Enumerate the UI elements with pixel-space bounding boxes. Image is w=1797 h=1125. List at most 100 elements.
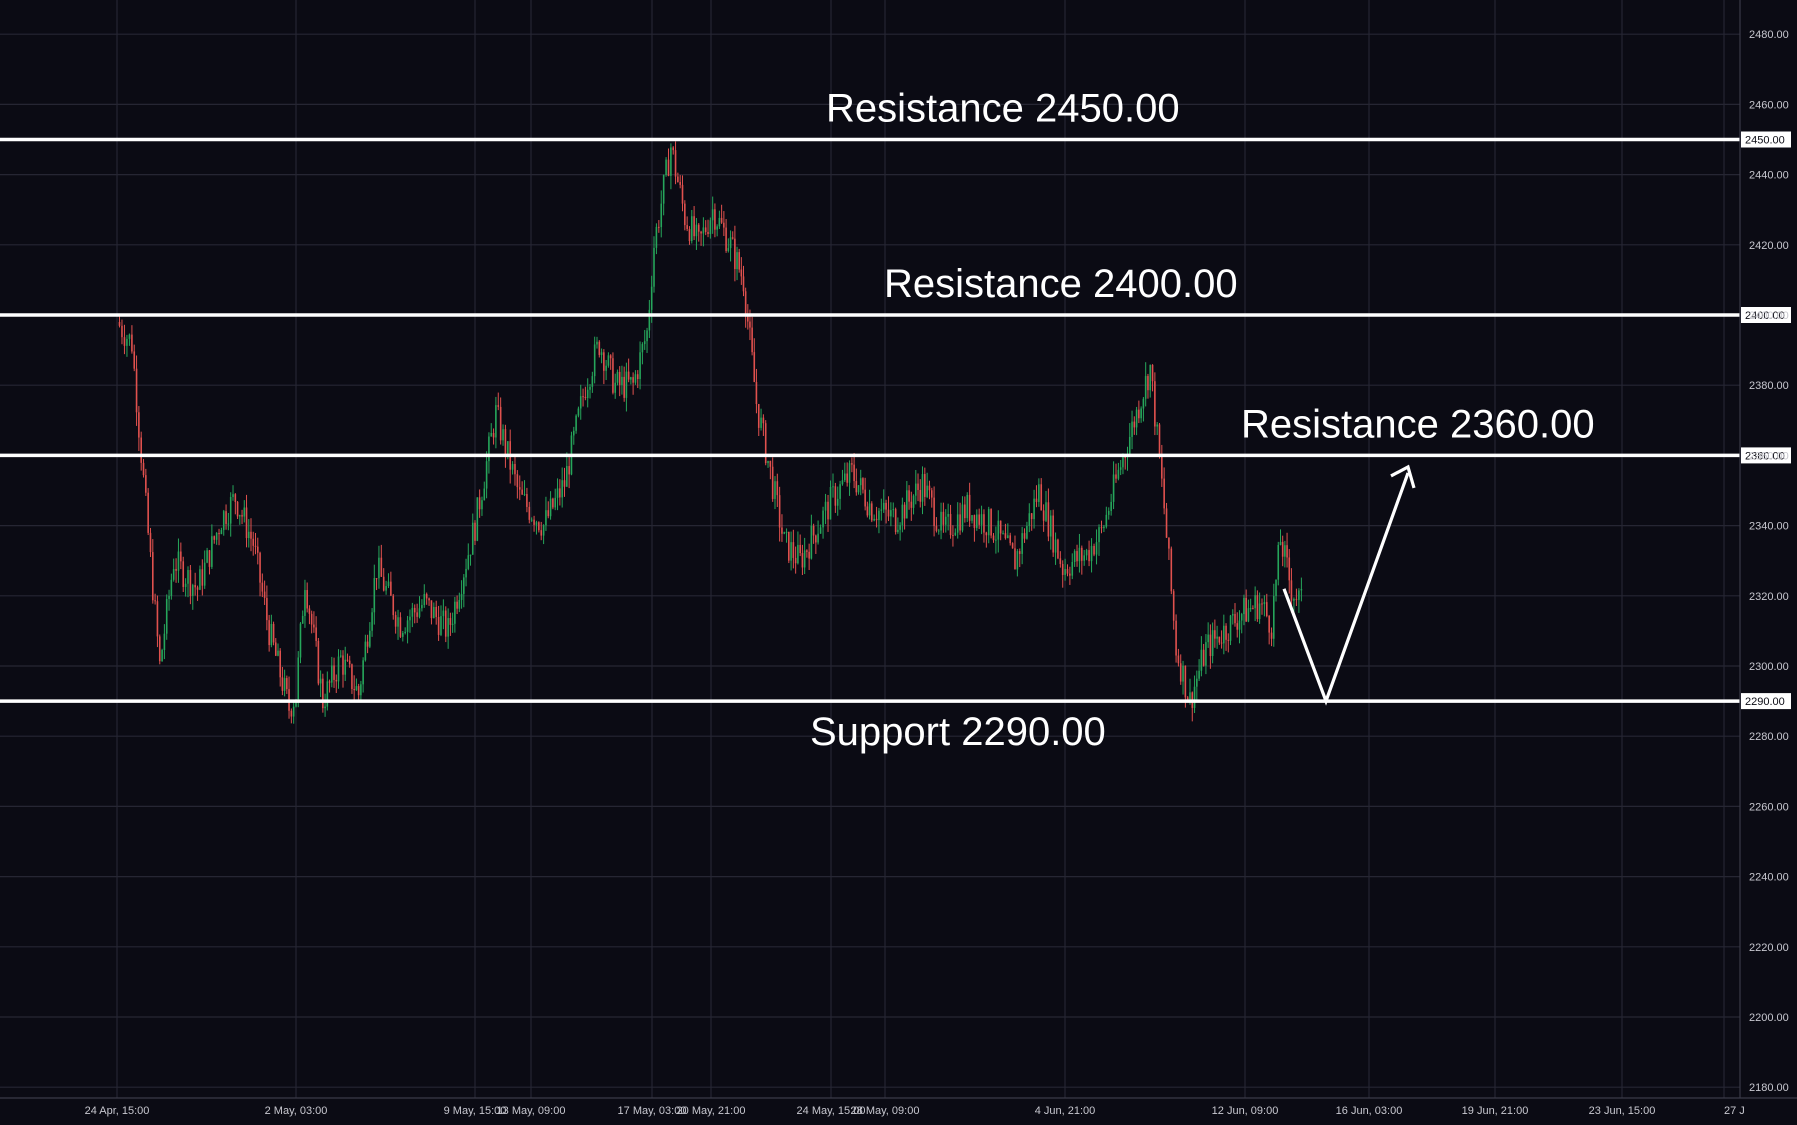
candle-body — [906, 490, 908, 519]
candle-body — [660, 203, 663, 228]
candle-body — [1172, 591, 1175, 621]
candle-body — [827, 501, 829, 520]
candle-body — [928, 485, 931, 491]
candle-body — [1205, 642, 1207, 666]
candle-body — [1225, 625, 1227, 640]
candle-body — [152, 552, 154, 601]
candle-body — [1026, 525, 1028, 539]
candle-body — [747, 315, 749, 322]
candle-body — [975, 514, 978, 528]
candle-body — [723, 222, 725, 228]
candle-body — [771, 466, 774, 499]
candle-body — [855, 481, 858, 493]
candle-body — [1295, 598, 1298, 600]
candle-body — [785, 531, 788, 533]
candle-body — [851, 463, 853, 465]
x-tick-label: 4 Jun, 21:00 — [1035, 1105, 1096, 1117]
candle-body — [170, 579, 173, 596]
price-axis[interactable]: 2180.00 2200.00 2220.00 2240.00 2260.00 2280.… — [1739, 0, 1789, 1098]
candle-body — [1247, 608, 1250, 622]
candle-body — [834, 486, 837, 506]
candle-body — [568, 466, 570, 475]
candle-body — [254, 545, 257, 547]
candle-body — [1016, 551, 1019, 570]
candle-body — [263, 591, 266, 598]
candle-body — [348, 660, 351, 665]
candle-body — [740, 269, 743, 277]
candle-body — [437, 616, 440, 635]
candle-body — [1284, 545, 1286, 557]
candle-body — [933, 497, 935, 527]
candle-body — [873, 518, 875, 521]
candle-body — [942, 511, 945, 525]
candle-body — [382, 576, 385, 591]
candle-body — [1052, 515, 1054, 553]
candle-body — [1261, 603, 1263, 605]
candle-body — [435, 606, 438, 617]
candle-body — [390, 581, 392, 596]
candle-body — [572, 430, 575, 436]
candle-body — [1076, 551, 1078, 562]
candle-body — [277, 650, 279, 656]
candle-body — [749, 321, 751, 328]
candle-body — [313, 624, 315, 628]
candle-body — [1128, 436, 1131, 455]
candle-body — [725, 227, 727, 251]
candle-body — [440, 616, 442, 635]
candle-body — [912, 495, 915, 508]
candle-body — [161, 650, 163, 662]
candle-body — [819, 527, 822, 534]
candle-body — [521, 489, 523, 495]
level-label-2290: Support 2290.00 — [810, 710, 1106, 754]
candle-body — [247, 531, 250, 539]
candle-body — [1245, 597, 1247, 622]
candle-body — [433, 606, 435, 619]
candle-body — [418, 608, 421, 617]
candle-body — [428, 598, 430, 601]
x-tick-label: 16 Jun, 03:00 — [1336, 1105, 1403, 1117]
candle-body — [310, 613, 313, 625]
candle-body — [1234, 614, 1236, 624]
candle-body — [716, 226, 718, 230]
candle-body — [584, 397, 587, 399]
candle-body — [1042, 510, 1045, 521]
level-label-2360: Resistance 2360.00 — [1241, 402, 1595, 446]
candle-body — [788, 531, 790, 561]
candle-body — [914, 483, 917, 496]
candle-body — [516, 474, 519, 488]
candle-body — [947, 514, 949, 517]
candle-body — [1103, 526, 1105, 529]
candle-body — [387, 581, 390, 587]
candle-body — [959, 514, 961, 531]
candle-body — [1223, 625, 1225, 644]
y-tick-label: 2300.00 — [1749, 661, 1789, 673]
candle-body — [1220, 642, 1223, 644]
candle-body — [1277, 544, 1280, 580]
candle-body — [1281, 541, 1284, 557]
candle-body — [1138, 409, 1140, 419]
candle-body — [281, 677, 284, 691]
candle-body — [538, 522, 540, 531]
candle-body — [511, 464, 514, 470]
candle-body — [1078, 547, 1081, 562]
candle-body — [794, 557, 797, 564]
candle-body — [815, 535, 817, 543]
candle-body — [218, 532, 220, 535]
candle-body — [940, 511, 942, 531]
candle-body — [935, 526, 938, 531]
candle-body — [196, 587, 199, 590]
candle-body — [1298, 590, 1300, 600]
candle-body — [1057, 539, 1059, 559]
candle-body — [1045, 502, 1047, 521]
projection-line — [1282, 472, 1410, 706]
candle-body — [502, 429, 504, 441]
candle-body — [118, 322, 121, 326]
candle-body — [566, 466, 568, 487]
candle-body — [295, 699, 297, 707]
time-axis[interactable]: 24 Apr, 15:00 2 May, 03:00 9 May, 15:0013 … — [0, 1097, 1797, 1117]
candle-body — [442, 610, 445, 617]
candle-body — [966, 494, 969, 519]
candle-body — [215, 532, 218, 540]
